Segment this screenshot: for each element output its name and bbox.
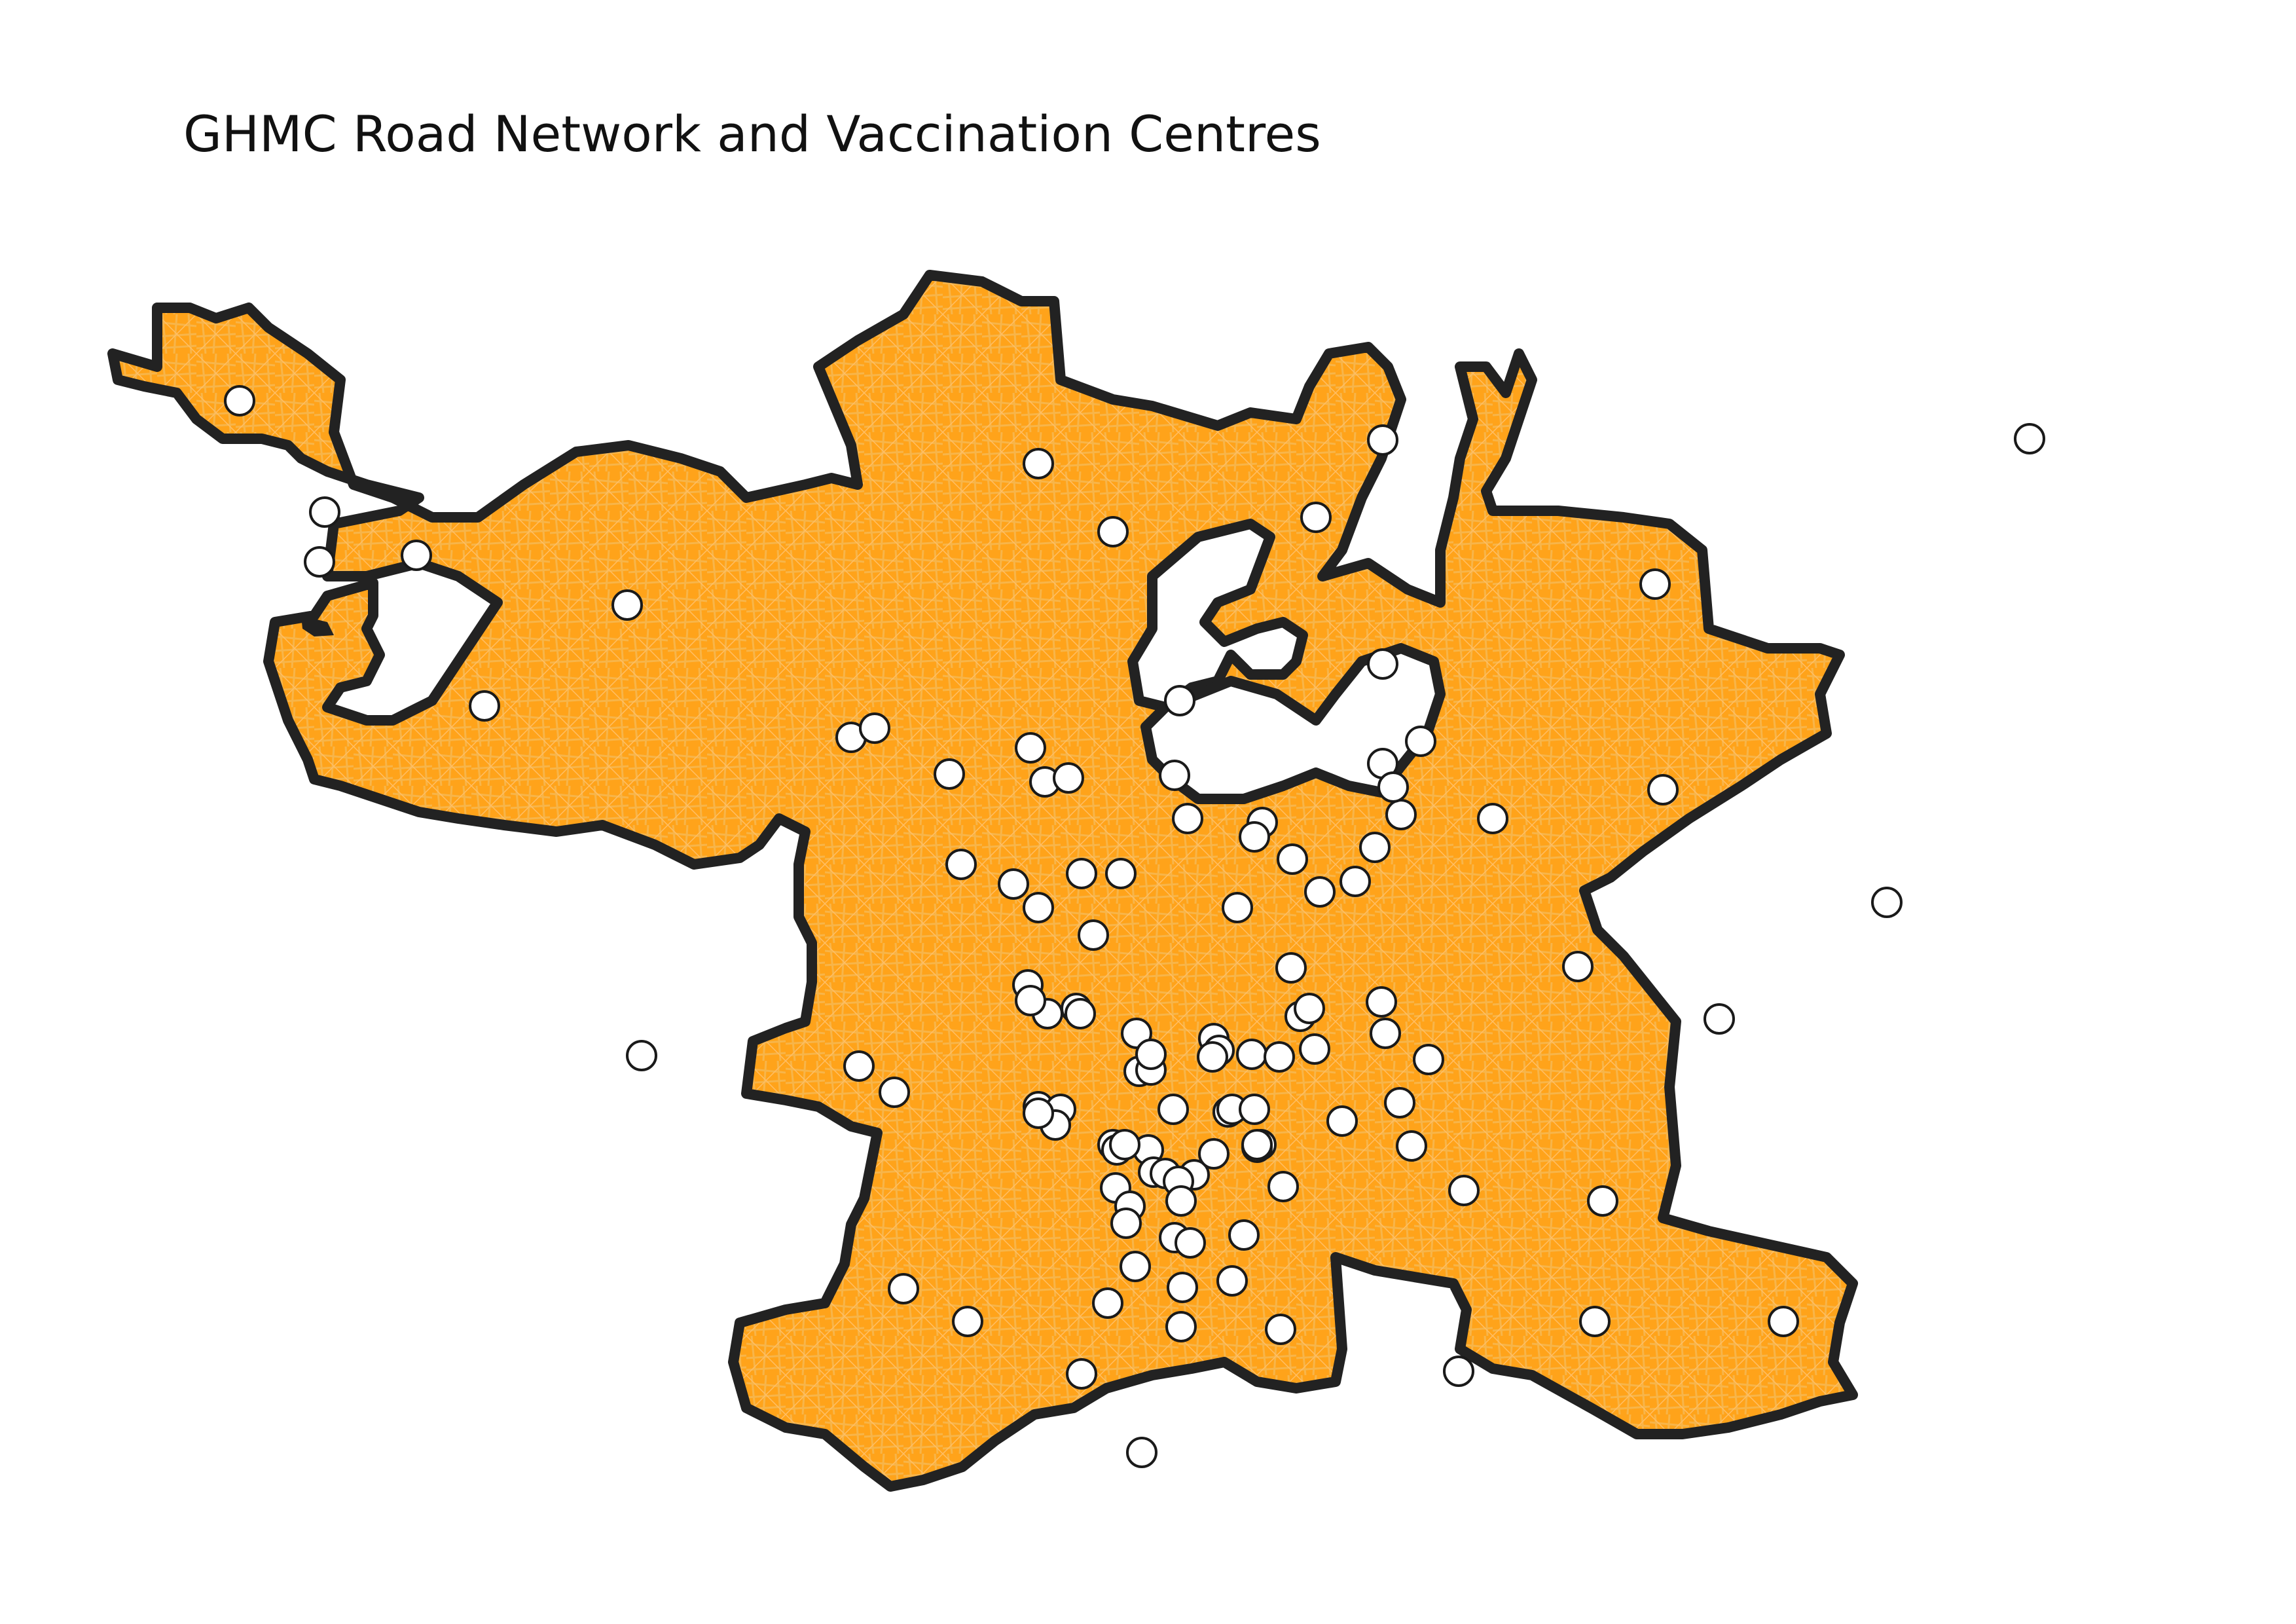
ghmc-main-polygon (107, 270, 1858, 1492)
vaccination-centre-marker (1579, 1306, 1611, 1337)
vaccination-centre-marker (1448, 1175, 1480, 1206)
vaccination-centre-marker (1165, 1311, 1197, 1342)
vaccination-centre-marker (1175, 1227, 1206, 1259)
ghmc-east-notch (1140, 643, 1446, 804)
vaccination-centre-marker (1167, 1272, 1198, 1303)
vaccination-centre-marker (304, 546, 335, 578)
vaccination-centre-marker (1265, 1314, 1296, 1345)
vaccination-centre-marker (1236, 1039, 1267, 1070)
vaccination-centre-marker (1105, 858, 1137, 889)
vaccination-centre-marker (1228, 1219, 1260, 1251)
vaccination-centre-marker (1159, 760, 1190, 791)
vaccination-centre-marker (1241, 1129, 1273, 1160)
vaccination-centre-marker (1126, 1437, 1157, 1468)
vaccination-centre-marker (1377, 771, 1409, 803)
vaccination-centre-marker (1294, 993, 1325, 1024)
vaccination-centre-marker (1339, 866, 1371, 897)
vaccination-centre-marker (1197, 1041, 1228, 1073)
vaccination-centre-marker (1078, 919, 1109, 951)
vaccination-centre-marker (1065, 998, 1096, 1029)
vaccination-centre-marker (1110, 1208, 1142, 1239)
vaccination-centre-marker (1562, 951, 1594, 982)
vaccination-centre-marker (859, 712, 890, 744)
vaccination-centre-marker (1443, 1356, 1474, 1387)
vaccination-centre-marker (1647, 774, 1679, 805)
vaccination-centre-marker (309, 496, 340, 528)
vaccination-centre-marker (1413, 1044, 1444, 1075)
vaccination-centre-marker (1367, 648, 1398, 680)
vaccination-centre-marker (224, 385, 255, 416)
ghmc-north-lobe-gap (1127, 519, 1308, 712)
vaccination-centre-marker (1300, 502, 1332, 533)
vaccination-centre-marker (1239, 1094, 1270, 1125)
vaccination-centre-marker (1157, 1094, 1189, 1125)
vaccination-centre-marker (1267, 1171, 1299, 1202)
vaccination-centre-marker (1053, 762, 1084, 794)
vaccination-centre-marker (1326, 1105, 1358, 1137)
vaccination-centre-marker (1366, 986, 1397, 1018)
vaccination-centre-marker (1023, 448, 1054, 479)
vaccination-centre-marker (1384, 1087, 1415, 1118)
vaccination-centre-marker (1015, 732, 1046, 764)
vaccination-centre-marker (1092, 1287, 1123, 1319)
vaccination-centre-marker (1097, 516, 1129, 547)
vaccination-centres (224, 385, 2045, 1468)
vaccination-centre-marker (1216, 1265, 1248, 1297)
vaccination-centre-marker (2014, 423, 2045, 454)
vaccination-centre-marker (1277, 843, 1308, 875)
vaccination-centre-marker (1768, 1306, 1799, 1337)
ghmc-small-island (301, 616, 334, 637)
vaccination-centre-marker (1275, 952, 1307, 984)
vaccination-centre-marker (888, 1273, 919, 1304)
vaccination-centre-marker (1385, 799, 1417, 830)
vaccination-centre-marker (1109, 1129, 1140, 1160)
vaccination-centre-marker (1023, 1098, 1054, 1129)
vaccination-centre-marker (1222, 892, 1253, 923)
vaccination-centre-marker (1198, 1138, 1230, 1170)
vaccination-centre-marker (1164, 685, 1195, 716)
vaccination-centre-marker (1396, 1130, 1427, 1162)
vaccination-centre-marker (1587, 1185, 1618, 1217)
vaccination-centre-marker (952, 1306, 983, 1337)
vaccination-centre-marker (611, 589, 643, 621)
vaccination-centre-marker (1477, 803, 1508, 834)
vaccination-centre-marker (1704, 1003, 1735, 1035)
map-title: GHMC Road Network and Vaccination Centre… (183, 105, 1321, 163)
vaccination-centre-marker (1367, 424, 1398, 456)
vaccination-centre-marker (1172, 803, 1203, 834)
vaccination-centre-marker (1135, 1039, 1167, 1070)
vaccination-centre-marker (1304, 876, 1336, 908)
vaccination-centre-marker (1264, 1041, 1295, 1073)
vaccination-centre-marker (1165, 1185, 1197, 1217)
vaccination-centre-marker (1370, 1018, 1401, 1049)
vaccination-centre-marker (1405, 726, 1436, 757)
vaccination-centre-marker (879, 1077, 910, 1108)
vaccination-centre-marker (1359, 832, 1391, 863)
vaccination-centre-marker (626, 1040, 657, 1071)
vaccination-centre-marker (1066, 1358, 1097, 1390)
vaccination-centre-marker (934, 758, 965, 790)
vaccination-centre-marker (1299, 1033, 1330, 1065)
vaccination-centre-marker (1015, 985, 1046, 1016)
vaccination-centre-marker (1639, 568, 1671, 600)
vaccination-centre-marker (1023, 892, 1054, 923)
vaccination-centre-marker (1871, 887, 1903, 918)
vaccination-centre-marker (945, 849, 977, 880)
vaccination-centre-marker (1239, 821, 1270, 853)
vaccination-centre-marker (1066, 858, 1097, 889)
vaccination-centre-marker (1120, 1251, 1151, 1282)
vaccination-centre-marker (998, 868, 1029, 900)
ghmc-boundary (107, 270, 1858, 1492)
vaccination-centre-marker (401, 540, 432, 571)
vaccination-centre-marker (843, 1050, 875, 1082)
vaccination-centre-marker (469, 690, 500, 722)
